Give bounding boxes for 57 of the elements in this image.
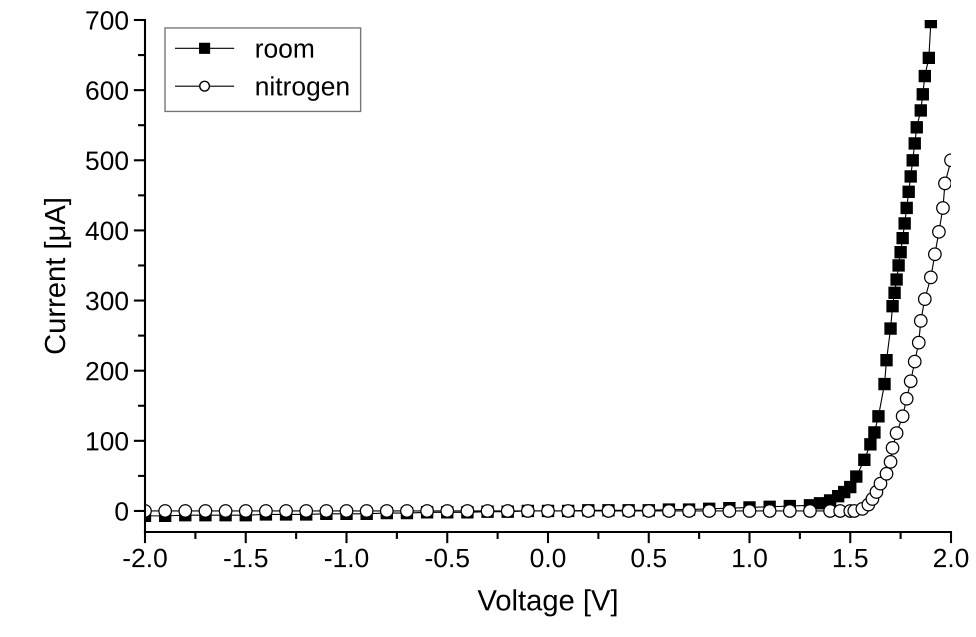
point — [886, 440, 900, 455]
y-axis-title: Current [μA] — [44, 199, 72, 354]
point — [360, 504, 374, 518]
point — [198, 504, 212, 518]
point — [218, 504, 232, 518]
point — [896, 409, 910, 424]
point — [803, 504, 817, 518]
x-tick-label: 1.0 — [733, 548, 767, 568]
point — [900, 392, 914, 406]
point — [904, 374, 918, 388]
point — [874, 476, 888, 490]
x-tick-label: -0.5 — [426, 548, 469, 568]
point — [259, 504, 273, 518]
point — [938, 176, 951, 190]
point — [742, 504, 756, 518]
point — [380, 504, 394, 518]
legend-label: room — [256, 43, 314, 58]
point — [880, 466, 894, 481]
point — [782, 504, 797, 518]
point — [918, 292, 932, 306]
point — [908, 354, 922, 368]
x-tick-label: 0.5 — [631, 548, 666, 568]
point — [884, 454, 898, 469]
x-tick-label: -1.0 — [324, 548, 368, 568]
x-axis-title: Voltage [V] — [478, 589, 616, 616]
y-tick-label: 200 — [86, 362, 128, 381]
y-tick-label: 400 — [86, 222, 128, 240]
point — [178, 504, 192, 518]
y-tick-label: 600 — [86, 81, 128, 100]
point — [912, 336, 926, 350]
point — [279, 504, 293, 518]
point — [400, 504, 414, 518]
point — [936, 201, 950, 215]
point — [762, 504, 777, 518]
y-tick-label: 500 — [86, 151, 128, 170]
y-tick-label: 300 — [86, 292, 128, 310]
point — [299, 504, 314, 518]
x-tick-label: 1.5 — [834, 548, 868, 568]
point — [319, 504, 334, 518]
point — [924, 270, 938, 284]
x-tick-label: -2.0 — [123, 548, 167, 568]
x-tick-label: 0.0 — [530, 548, 566, 568]
point — [702, 504, 716, 518]
point — [932, 224, 946, 239]
point — [914, 314, 928, 328]
y-tick-label: 0 — [115, 502, 128, 521]
y-tick-label: 700 — [86, 11, 128, 30]
point — [158, 504, 172, 518]
y-tick-label: 100 — [87, 432, 128, 451]
legend-label: nitrogen — [256, 76, 348, 101]
point — [890, 426, 904, 440]
point — [238, 504, 253, 518]
point — [928, 247, 942, 262]
point — [340, 504, 354, 518]
point — [722, 504, 736, 518]
x-tick-label: 2.0 — [934, 548, 968, 568]
x-tick-label: -1.5 — [224, 548, 268, 568]
